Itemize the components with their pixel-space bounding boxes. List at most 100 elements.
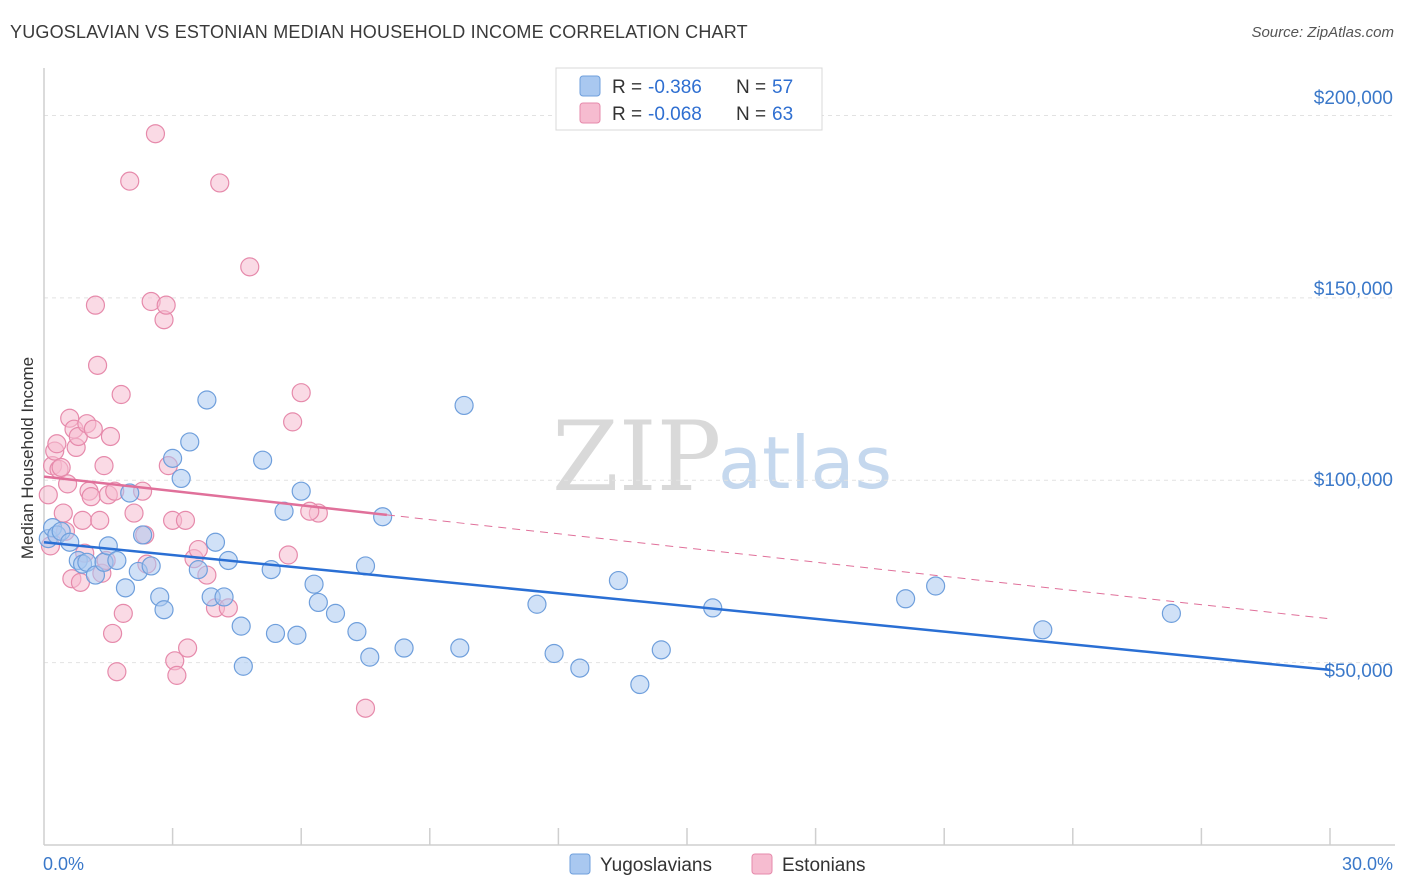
yugoslavians-point <box>630 674 650 695</box>
legend-label-yugoslavians: Yugoslavians <box>600 855 712 876</box>
yugoslavians-point <box>115 578 136 598</box>
legend-swatch-pink <box>579 102 601 124</box>
yugoslavians-points <box>38 390 1181 695</box>
yugoslavians-point <box>120 483 140 503</box>
estonians-point <box>100 426 121 447</box>
legend-n-value: 63 <box>772 104 793 125</box>
x-axis-ticks <box>171 828 1331 845</box>
yugoslavians-point <box>171 468 191 489</box>
y-tick-label: $200,000 <box>1314 88 1393 109</box>
yugoslavians-point <box>360 647 380 667</box>
estonians-point <box>90 510 110 530</box>
legend-r-label: R = <box>612 104 642 125</box>
yugoslavians-point <box>141 556 161 576</box>
legend-label-estonians: Estonians <box>782 855 865 876</box>
yugoslavians-point <box>163 448 183 468</box>
yugoslavians-point <box>450 638 470 658</box>
yugoslavians-point <box>231 616 251 636</box>
yugoslavians-point <box>60 532 80 552</box>
estonians-point <box>81 487 101 507</box>
yugoslavians-point <box>188 560 208 580</box>
y-tick-label: $100,000 <box>1314 470 1393 491</box>
estonians-point <box>83 419 103 439</box>
series-legend: Yugoslavians Estonians <box>569 853 865 876</box>
estonians-point <box>111 384 131 405</box>
estonians-point <box>107 662 127 682</box>
y-tick-label: $150,000 <box>1314 279 1393 300</box>
yugoslavians-point <box>197 390 217 410</box>
yugoslavians-point <box>214 587 234 607</box>
chart-title: YUGOSLAVIAN VS ESTONIAN MEDIAN HOUSEHOLD… <box>10 22 748 42</box>
legend-n-label: N = <box>736 77 766 98</box>
estonians-point <box>145 124 166 144</box>
estonians-point <box>178 638 198 658</box>
estonians-point <box>87 355 108 375</box>
yugoslavians-point <box>1161 603 1181 623</box>
yugoslavians-point <box>287 625 307 645</box>
estonians-point <box>102 623 123 644</box>
yugoslavians-point <box>651 640 671 660</box>
estonians-point <box>355 698 376 718</box>
legend-swatch-estonians <box>751 853 773 875</box>
watermark: ZIP atlas <box>552 401 892 513</box>
estonians-point <box>94 456 114 476</box>
yugoslavians-point <box>308 592 328 613</box>
estonians-point <box>156 295 176 315</box>
yugoslavians-point <box>570 658 590 678</box>
legend-swatch-blue <box>579 75 601 97</box>
estonians-point <box>85 295 106 315</box>
source-credit: Source: ZipAtlas.com <box>1251 24 1394 41</box>
yugoslavians-point <box>394 638 414 658</box>
yugoslavians-point <box>132 525 153 545</box>
estonians-point <box>38 485 58 505</box>
watermark-atlas: atlas <box>718 421 892 505</box>
estonians-point <box>210 173 230 193</box>
yugoslavians-trend-line <box>43 541 1331 672</box>
estonians-point <box>72 510 93 530</box>
legend-n-label: N = <box>736 104 766 125</box>
legend-r-value: -0.386 <box>648 77 702 98</box>
legend-r-value: -0.068 <box>648 104 702 125</box>
y-tick-labels: $200,000 $150,000 $100,000 $50,000 <box>1314 88 1393 682</box>
yugoslavians-point <box>926 576 946 596</box>
x-tick-label-max: 30.0% <box>1342 854 1393 874</box>
estonians-point <box>175 510 196 530</box>
estonians-point <box>51 457 71 478</box>
estonians-point <box>113 603 133 623</box>
yugoslavians-point <box>347 622 367 642</box>
yugoslavians-point <box>291 481 311 501</box>
estonians-trend-line <box>43 475 388 517</box>
yugoslavians-point <box>98 536 118 556</box>
estonians-trend-extension <box>386 514 1331 620</box>
y-axis-label: Median Household Income <box>18 357 37 559</box>
yugoslavians-point <box>527 594 547 614</box>
yugoslavians-point <box>325 603 346 623</box>
y-tick-label: $50,000 <box>1324 661 1393 682</box>
yugoslavians-point <box>896 589 916 609</box>
yugoslavians-point <box>233 656 253 676</box>
yugoslavians-point <box>107 550 127 571</box>
estonians-point <box>278 545 298 565</box>
estonians-point <box>120 171 140 191</box>
yugoslavians-point <box>544 643 564 664</box>
estonians-point <box>167 665 187 685</box>
yugoslavians-point <box>608 570 629 591</box>
yugoslavians-point <box>265 623 286 644</box>
yugoslavians-point <box>205 532 226 552</box>
yugoslavians-point <box>304 574 324 594</box>
yugoslavians-point <box>355 556 376 576</box>
estonians-point <box>124 503 144 523</box>
legend-n-value: 57 <box>772 77 793 98</box>
estonians-points <box>38 124 376 718</box>
grid-lines <box>44 114 1395 664</box>
yugoslavians-point <box>1033 620 1053 640</box>
estonians-point <box>283 412 303 432</box>
legend-swatch-yugoslavians <box>569 853 591 875</box>
x-tick-label-min: 0.0% <box>43 854 84 874</box>
yugoslavians-point <box>373 507 393 527</box>
estonians-point <box>291 383 311 403</box>
yugoslavians-point <box>154 600 174 620</box>
trend-lines <box>43 475 1331 672</box>
yugoslavians-point <box>253 450 273 470</box>
